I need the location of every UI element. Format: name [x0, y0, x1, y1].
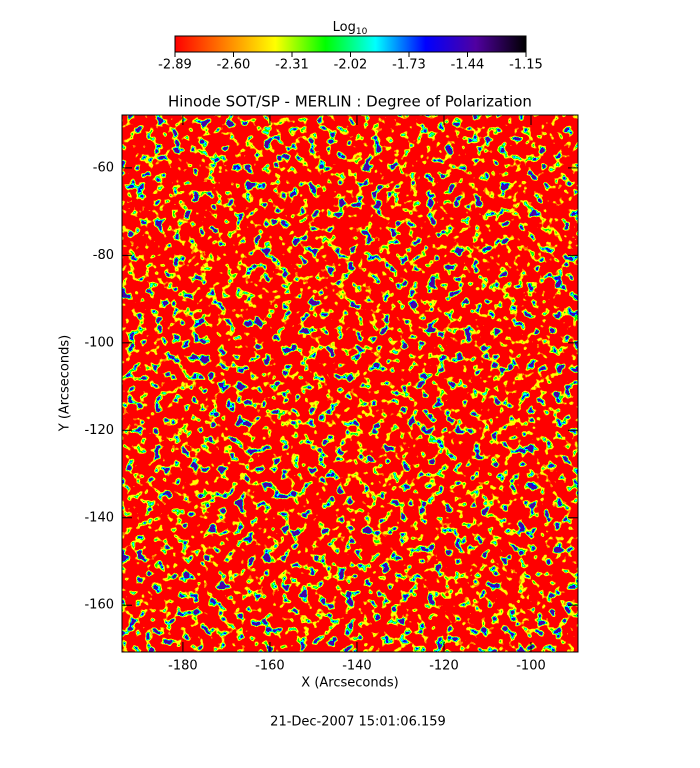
y-tick-label: -60	[93, 160, 114, 175]
footer-timestamp: 21-Dec-2007 15:01:06.159	[270, 715, 446, 730]
polarization-image	[122, 115, 578, 652]
x-tick-label: -180	[168, 659, 198, 674]
y-tick-label: -120	[84, 423, 114, 438]
colorbar-tick-label: -2.31	[275, 58, 309, 73]
x-tick-label: -100	[516, 659, 546, 674]
colorbar-title: Log10	[333, 20, 368, 37]
colorbar-tick-label: -2.89	[158, 58, 192, 73]
x-tick-label: -160	[255, 659, 285, 674]
plot-frame	[121, 114, 579, 653]
y-tick-label: -140	[84, 510, 114, 525]
y-tick-label: -100	[84, 335, 114, 350]
colorbar-tick-label: -2.02	[334, 58, 368, 73]
colorbar	[174, 35, 527, 53]
y-axis-label: Y (Arcseconds)	[58, 335, 73, 432]
colorbar-title-subscript: 10	[356, 27, 368, 37]
colorbar-title-base: Log	[333, 20, 356, 35]
y-tick-label: -80	[93, 248, 114, 263]
x-tick-label: -140	[342, 659, 372, 674]
y-tick-label: -160	[84, 598, 114, 613]
x-tick-label: -120	[429, 659, 459, 674]
colorbar-tick-label: -1.15	[509, 58, 543, 73]
x-axis-label: X (Arcseconds)	[301, 676, 398, 691]
colorbar-tick-label: -2.60	[217, 58, 251, 73]
colorbar-tick-label: -1.73	[392, 58, 426, 73]
colorbar-tick-label: -1.44	[451, 58, 485, 73]
chart-title: Hinode SOT/SP - MERLIN : Degree of Polar…	[168, 93, 532, 111]
